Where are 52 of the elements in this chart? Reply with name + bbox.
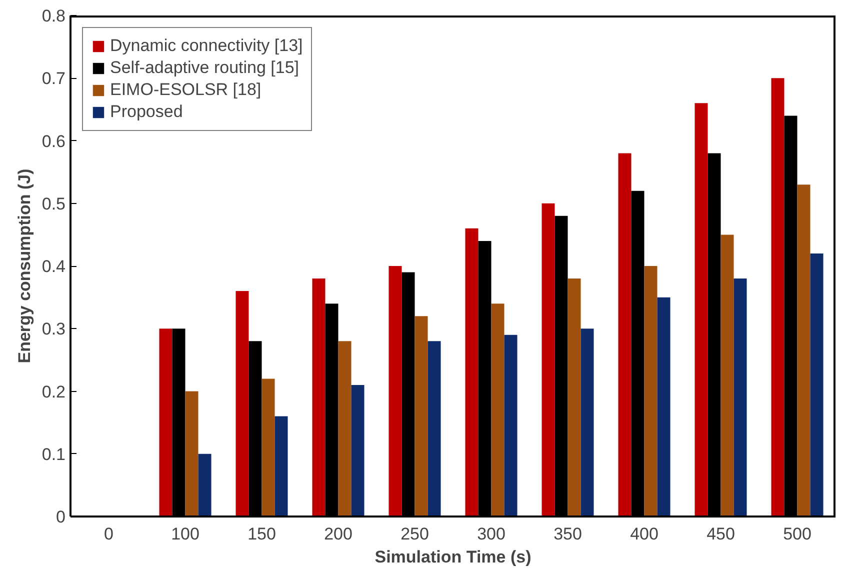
bar: [159, 328, 172, 516]
bar: [797, 184, 810, 516]
y-tick-label: 0: [56, 508, 66, 526]
legend-label: Self-adaptive routing [15]: [110, 58, 300, 78]
x-tick-label: 100: [171, 524, 200, 544]
bar: [734, 278, 747, 516]
x-tick-label: 250: [400, 524, 429, 544]
bar: [185, 391, 198, 516]
bar: [810, 253, 824, 516]
bar: [262, 378, 275, 516]
x-tick-label: 0: [104, 524, 114, 544]
y-tick-label: 0.7: [42, 69, 66, 88]
bar: [312, 278, 326, 516]
x-tick-label: 400: [630, 524, 658, 544]
x-tick-label: 450: [706, 524, 735, 544]
bar: [198, 454, 212, 516]
bar: [351, 384, 364, 516]
bar: [504, 334, 518, 516]
x-tick-label: 200: [324, 524, 352, 544]
bar: [657, 297, 670, 516]
y-tick-label: 0.2: [42, 382, 66, 402]
bar: [414, 316, 428, 516]
bar: [694, 103, 708, 516]
bar: [388, 266, 402, 516]
y-tick-label: 0.1: [42, 444, 66, 464]
bar: [771, 78, 784, 516]
x-tick-label: 150: [248, 524, 276, 544]
bar: [338, 341, 352, 516]
y-tick-label: 0.6: [42, 132, 66, 151]
bar: [465, 228, 478, 516]
bar: [236, 291, 249, 516]
legend-label: Dynamic connectivity [13]: [110, 36, 303, 56]
bar: [491, 304, 504, 516]
bar: [274, 416, 288, 516]
bar: [618, 153, 632, 516]
y-tick-label: 0.5: [42, 194, 66, 214]
y-axis-title: Energy consumption (J): [14, 168, 34, 364]
legend-label: Proposed: [110, 102, 183, 122]
bar: [720, 234, 734, 516]
bar: [580, 328, 594, 516]
y-tick-label: 0.8: [42, 6, 66, 26]
x-tick-label: 350: [554, 524, 582, 544]
x-tick-label: 300: [477, 524, 506, 544]
y-tick-label: 0.4: [42, 257, 66, 276]
bar: [644, 266, 658, 516]
x-tick-label: 500: [783, 524, 812, 544]
x-axis-title: Simulation Time (s): [374, 548, 532, 566]
legend-label: EIMO-ESOLSR [18]: [110, 80, 262, 100]
y-tick-label: 0.3: [42, 320, 66, 339]
bar: [568, 278, 581, 516]
bar: [542, 203, 555, 516]
bar: [428, 341, 441, 516]
